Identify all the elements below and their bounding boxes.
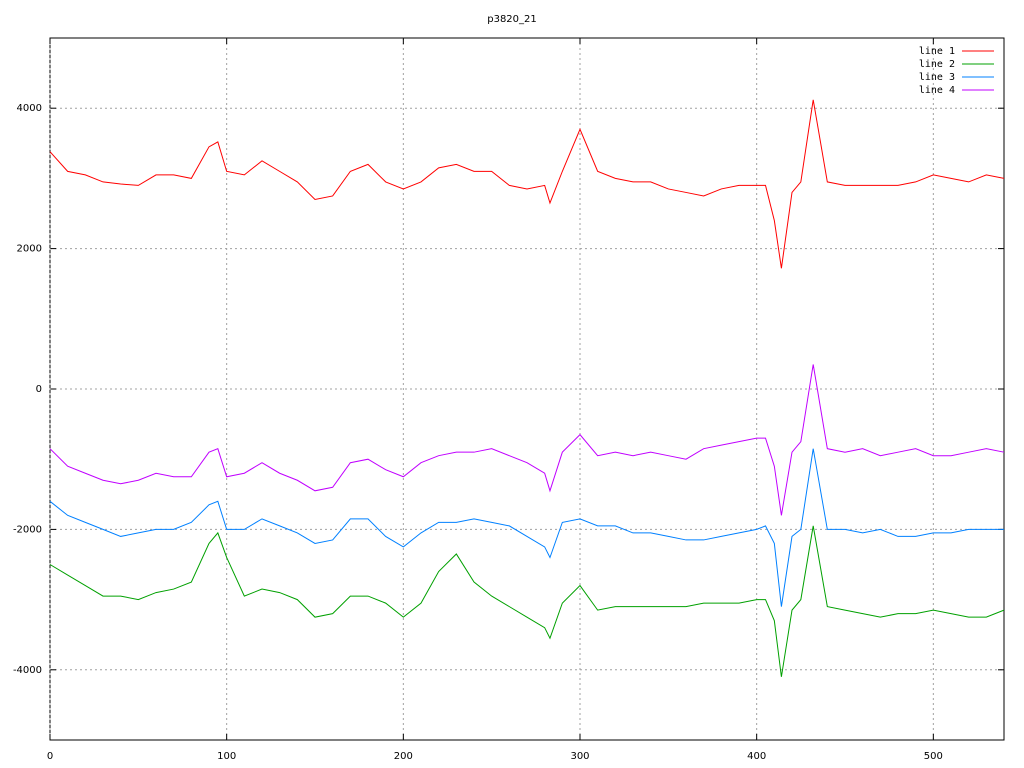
x-tick-label: 400	[747, 751, 766, 762]
y-tick-label: 4000	[17, 103, 42, 114]
legend-label: line 1	[919, 46, 955, 57]
x-tick-label: 500	[924, 751, 943, 762]
y-tick-label: 2000	[17, 244, 42, 255]
x-tick-label: 100	[217, 751, 236, 762]
y-tick-label: 0	[36, 384, 42, 395]
series-line	[49, 99, 1005, 269]
x-tick-label: 300	[570, 751, 589, 762]
x-tick-label: 0	[47, 751, 53, 762]
series-line	[49, 448, 1004, 607]
y-tick-label: -2000	[13, 524, 42, 535]
series-line	[49, 364, 1005, 516]
x-tick-label: 200	[394, 751, 413, 762]
series-line	[49, 525, 1005, 677]
legend-label: line 4	[919, 85, 955, 96]
y-tick-label: -4000	[13, 665, 42, 676]
chart-title: p3820_21	[487, 14, 537, 25]
legend-label: line 3	[919, 72, 955, 83]
legend-label: line 2	[919, 59, 955, 70]
